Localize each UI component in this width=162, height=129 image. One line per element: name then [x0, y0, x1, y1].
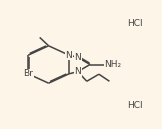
Text: HCl: HCl [127, 19, 142, 28]
Text: N: N [75, 67, 81, 76]
Text: HCl: HCl [127, 101, 142, 110]
Text: N: N [66, 51, 72, 60]
Text: Br: Br [23, 69, 33, 78]
Text: N: N [75, 53, 81, 62]
Text: NH₂: NH₂ [105, 60, 122, 69]
